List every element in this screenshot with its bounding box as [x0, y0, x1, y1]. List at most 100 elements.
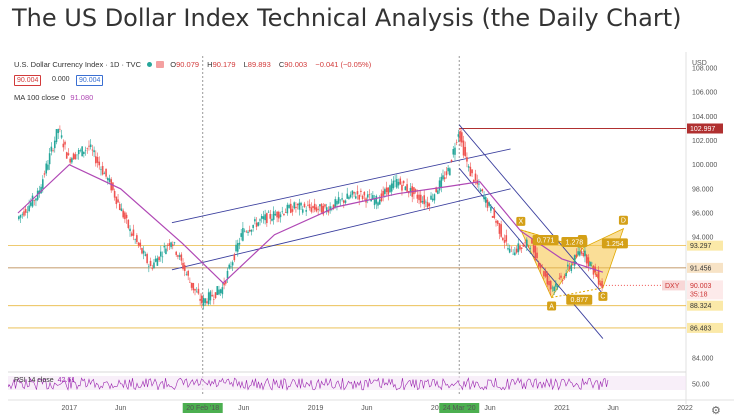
candle-body	[95, 156, 97, 164]
candle-body	[137, 242, 140, 246]
chart-widget[interactable]: 84.000 94.000 96.000 98.000 100.000 102.000 10…	[8, 52, 734, 420]
harmonic-point-label: A	[549, 303, 554, 310]
candle-body	[498, 223, 501, 234]
candle-body	[41, 179, 44, 189]
candle-body	[520, 247, 523, 249]
candle-body	[108, 178, 111, 182]
candle-body	[488, 202, 490, 206]
candle-body	[336, 200, 338, 205]
candle-body	[243, 230, 246, 232]
candle-body	[187, 270, 189, 276]
candle-body	[106, 178, 109, 181]
candle-body	[527, 245, 530, 247]
candle-body	[84, 149, 87, 151]
candle-body	[472, 179, 475, 182]
candle-body	[348, 196, 350, 199]
x-tick-label: Jun	[115, 405, 126, 412]
y-tick-label: 84.000	[692, 355, 714, 362]
candle-body	[327, 210, 330, 213]
candle-body	[83, 151, 85, 155]
candle-body	[69, 158, 71, 163]
candle-body	[416, 194, 419, 199]
candle-body	[112, 182, 114, 191]
candle-body	[324, 204, 326, 207]
candle-body	[392, 180, 395, 189]
level-price-tag	[687, 262, 723, 273]
candle-body	[447, 167, 449, 172]
date-crosshair-tag	[439, 403, 480, 413]
level-price-text: 93.297	[690, 243, 712, 250]
symbol-tag	[662, 280, 685, 291]
symbol-tag-text: DXY	[665, 283, 680, 290]
harmonic-point-label: D	[621, 218, 626, 225]
candle-body	[543, 271, 545, 277]
candle-body	[231, 262, 234, 266]
current-price-tag	[687, 280, 723, 300]
candle-body	[567, 264, 569, 267]
level-price-text: 91.456	[690, 265, 712, 272]
candle-body	[423, 195, 425, 205]
candle-body	[67, 153, 70, 156]
candle-body	[271, 218, 273, 221]
harmonic-point-a	[547, 301, 557, 311]
candle-body	[343, 200, 345, 203]
harmonic-ratio-tag	[532, 234, 559, 245]
candle-body	[158, 256, 160, 261]
candle-body	[307, 204, 309, 206]
candle-body	[161, 256, 164, 258]
channel-rising-lower	[171, 188, 511, 271]
buy-price-box[interactable]: 90.004	[76, 75, 104, 86]
candle-body	[568, 266, 571, 270]
candle-body	[394, 180, 396, 182]
candle-body	[508, 248, 511, 253]
candle-body	[173, 242, 176, 244]
candle-body	[30, 202, 32, 206]
candle-body	[397, 181, 400, 186]
harmonic-ratio-tag	[601, 238, 628, 249]
candles	[18, 125, 603, 310]
candle-body	[469, 166, 472, 177]
candle-body	[438, 180, 441, 191]
candle-body	[266, 213, 268, 224]
candle-body	[190, 282, 193, 288]
candle-body	[570, 264, 573, 272]
candle-body	[221, 287, 224, 295]
candle-body	[185, 274, 188, 275]
candle-body	[279, 214, 282, 218]
candle-body	[404, 186, 407, 191]
candle-body	[153, 262, 155, 268]
candle-body	[24, 209, 27, 213]
candle-body	[575, 254, 578, 258]
candle-body	[88, 145, 90, 147]
candle-body	[556, 285, 559, 288]
candle-body	[120, 208, 123, 212]
candle-body	[325, 207, 328, 212]
candle-body	[295, 206, 297, 209]
candle-body	[197, 288, 200, 294]
candle-body	[182, 262, 184, 270]
candle-body	[77, 150, 80, 155]
candle-body	[466, 157, 468, 162]
candle-body	[136, 235, 138, 243]
candle-body	[315, 207, 318, 212]
candle-body	[402, 180, 405, 184]
date-crosshair-tag	[182, 403, 223, 413]
candle-body	[356, 191, 359, 195]
candle-body	[531, 239, 533, 244]
candle-body	[213, 299, 215, 300]
candle-body	[500, 224, 502, 237]
candle-body	[589, 261, 591, 267]
candle-body	[358, 195, 360, 200]
candle-body	[435, 187, 437, 193]
candle-body	[481, 189, 484, 192]
settings-gear-icon[interactable]: ⚙	[711, 405, 721, 417]
sell-price-box[interactable]: 90.004	[14, 75, 42, 86]
harmonic-ac-line	[551, 287, 604, 299]
price-chart[interactable]: 84.000 94.000 96.000 98.000 100.000 102.000 10…	[8, 52, 734, 420]
candle-body	[31, 195, 34, 207]
candle-body	[305, 210, 307, 212]
candle-body	[183, 265, 186, 271]
compare-icon[interactable]	[156, 61, 165, 68]
candle-body	[503, 240, 506, 243]
candle-body	[372, 195, 374, 200]
